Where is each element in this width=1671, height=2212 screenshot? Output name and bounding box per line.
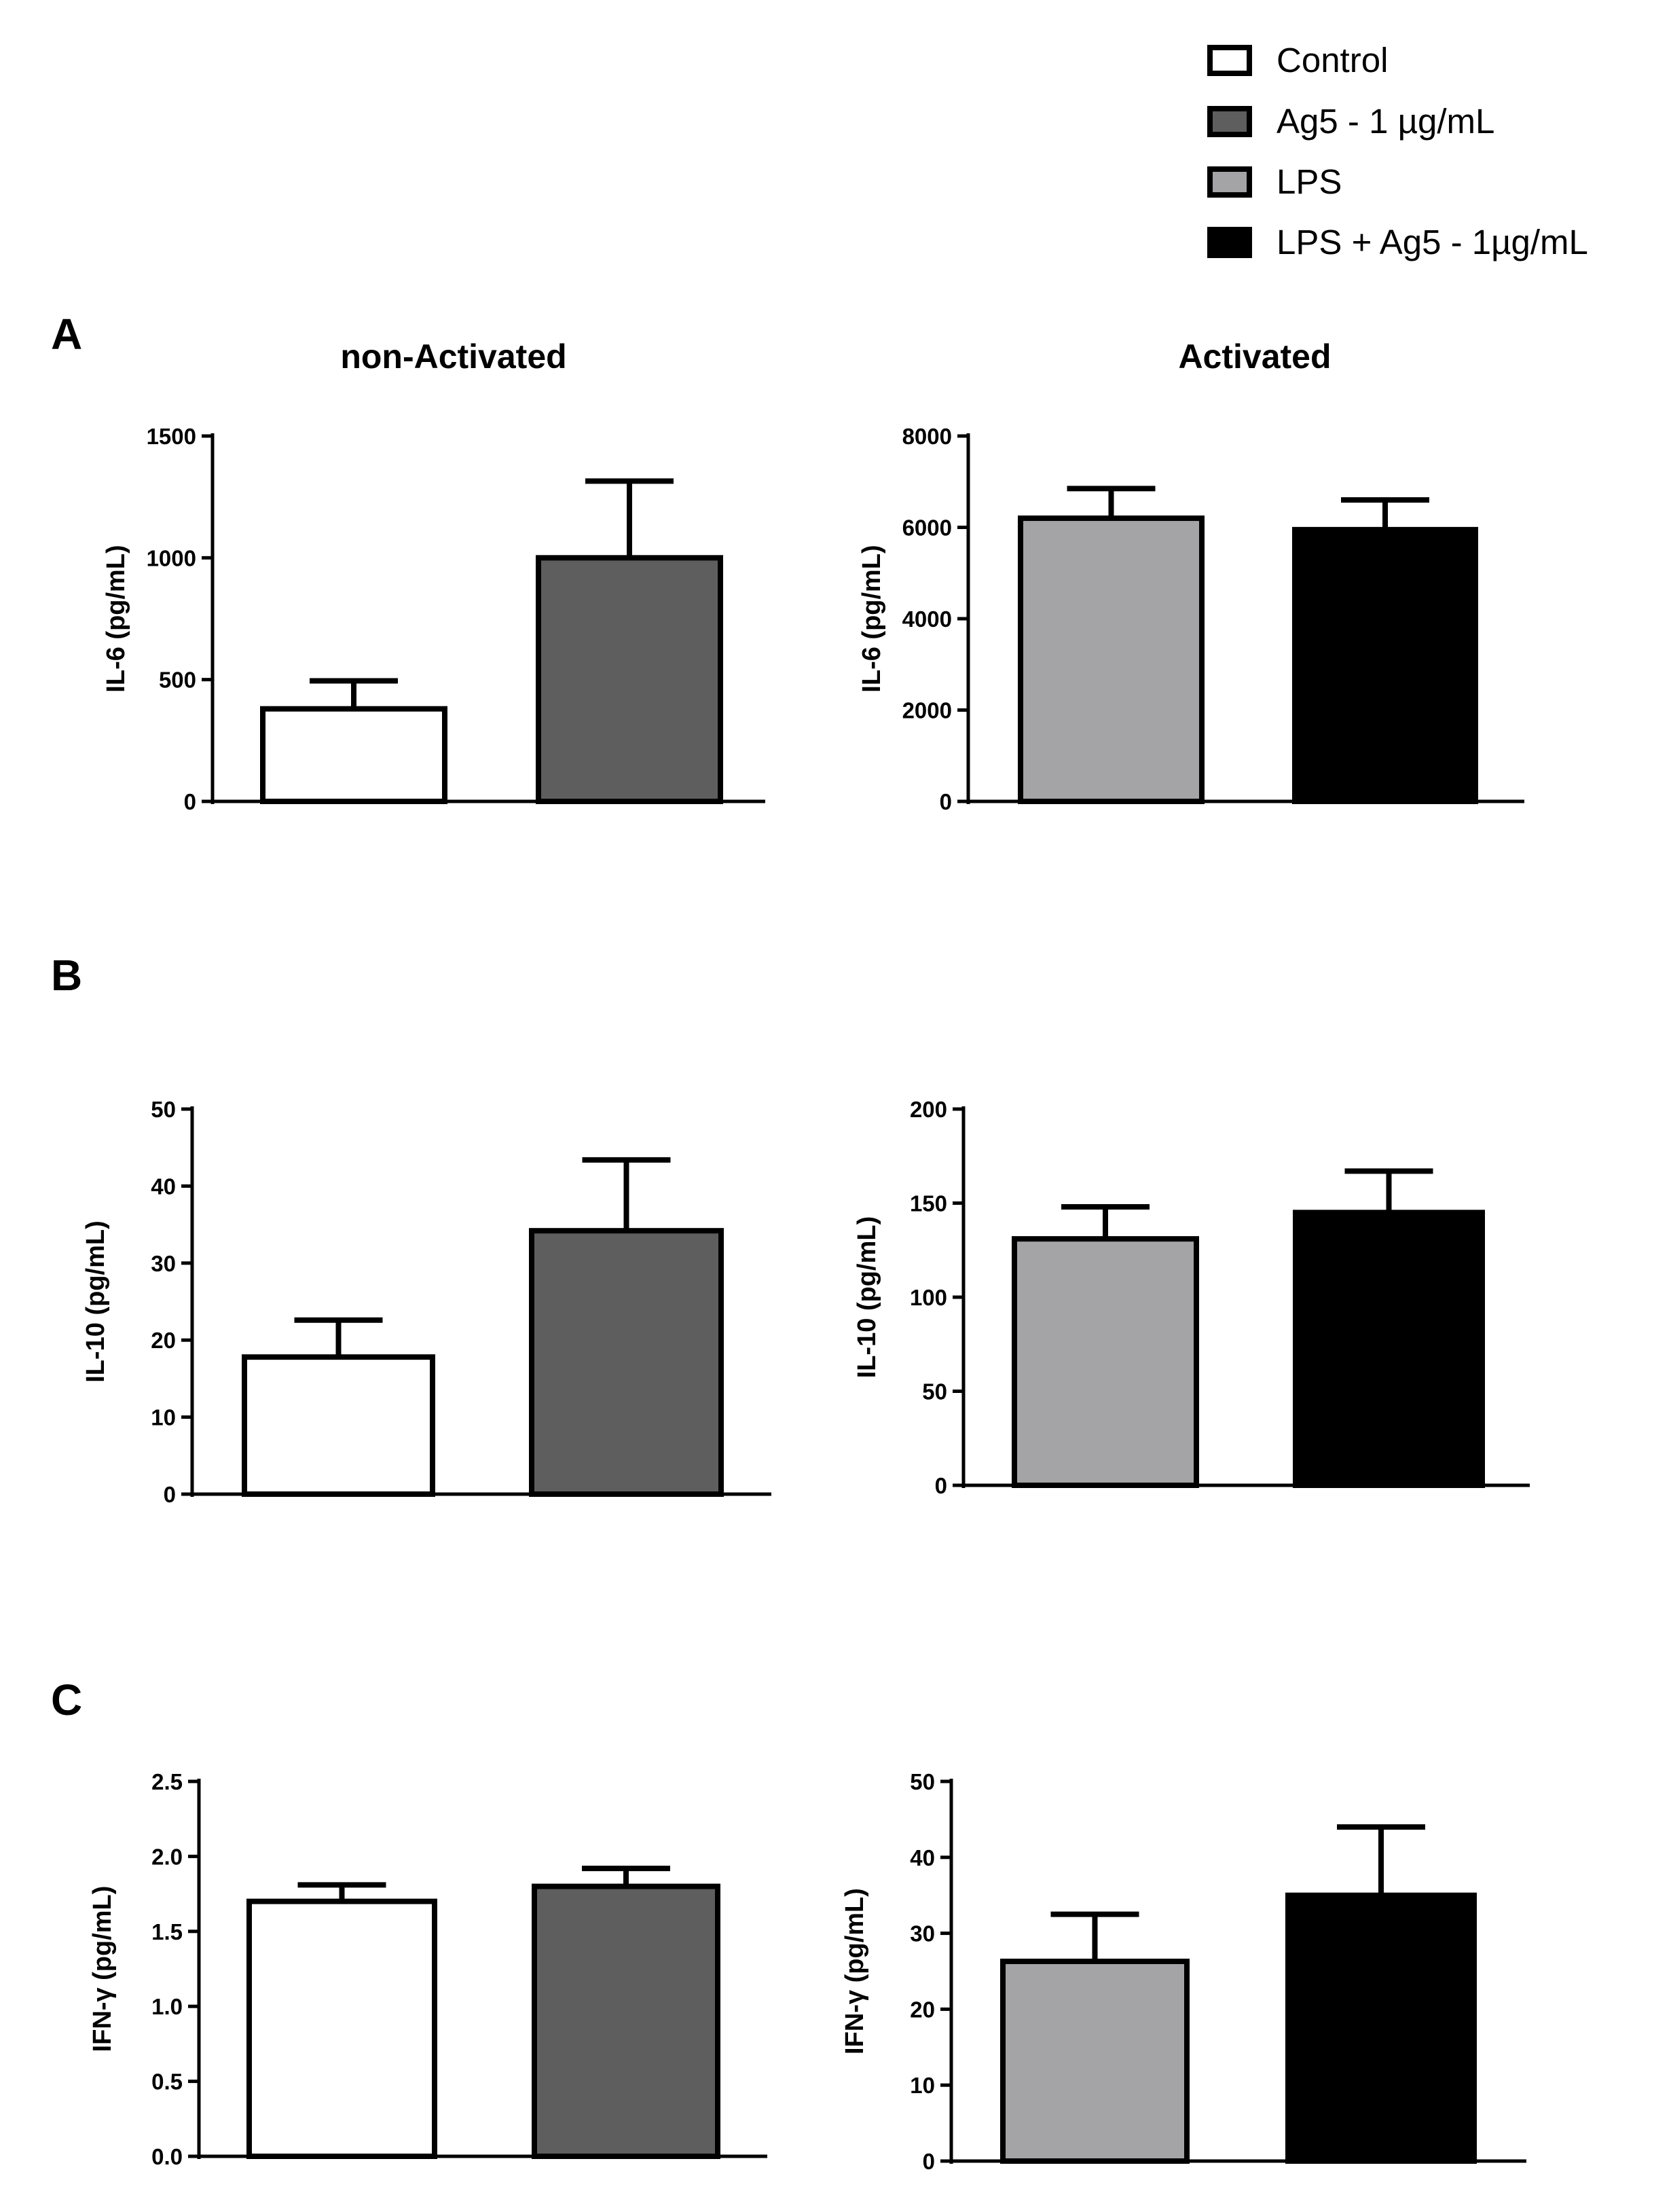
y-axis-label: IL-10 (pg/mL) [853,1216,881,1379]
y-tick-label: 30 [910,1921,935,1946]
y-axis-label: IL-6 (pg/mL) [858,545,886,692]
y-tick-label: 20 [151,1328,176,1353]
y-tick-label: 2.0 [151,1844,183,1869]
chart-il6-non-activated: 0 500 1000 1500 IL-6 (pg/mL) [102,424,765,814]
panel-letter-a: A [51,310,82,359]
y-tick-label: 1500 [147,424,196,449]
y-tick-label: 0.0 [151,2144,183,2169]
legend-swatch-ag5 [1207,106,1252,137]
y-tick-label: 200 [910,1097,947,1122]
y-tick-label: 0 [164,1482,176,1507]
y-tick-label: 1.5 [151,1919,183,1944]
legend-label-control: Control [1277,41,1388,79]
y-tick-label: 500 [159,668,196,693]
y-tick-label: 0 [935,1473,947,1498]
chart-ifng-activated: 0 10 20 30 40 50 IFN-γ (pg/mL) [841,1769,1526,2174]
legend-label-ag5: Ag5 - 1 µg/mL [1277,102,1494,141]
y-tick-label: 1000 [147,545,196,570]
y-tick-label: 10 [910,2073,935,2098]
legend-label-lps-ag5: LPS + Ag5 - 1µg/mL [1277,223,1588,261]
legend: Control Ag5 - 1 µg/mL LPS LPS + Ag5 - 1µ… [1207,41,1588,261]
y-tick-label: 100 [910,1285,947,1310]
chart-il10-non-activated: 0 10 20 30 40 50 IL-10 (pg/mL) [81,1097,771,1507]
y-tick-label: 50 [910,1769,935,1794]
y-tick-label: 50 [151,1097,176,1122]
y-tick-label: 1.0 [151,1994,183,2019]
y-axis-label: IFN-γ (pg/mL) [88,1886,117,2052]
column-title-activated: Activated [1178,338,1331,376]
y-tick-label: 0 [923,2149,935,2174]
bar [532,1883,720,2160]
y-tick-label: 6000 [902,515,952,541]
y-tick-label: 40 [151,1174,176,1199]
bar [246,1898,437,2159]
y-tick-label: 0 [184,789,196,814]
y-tick-label: 2.5 [151,1769,183,1794]
bar [260,706,447,804]
bar [242,1354,435,1497]
legend-label-lps: LPS [1277,162,1342,201]
chart-il6-activated: 0 2000 4000 6000 8000 IL-6 (pg/mL) [858,424,1524,814]
legend-swatch-control [1207,45,1252,76]
bar [1285,1892,1477,2164]
chart-il10-activated: 0 50 100 150 200 IL-10 (pg/mL) [853,1097,1530,1498]
bar [1018,515,1205,804]
y-tick-label: 0.5 [151,2069,183,2095]
y-axis-label: IL-6 (pg/mL) [102,545,130,692]
legend-swatch-lps [1207,166,1252,198]
legend-swatch-lps-ag5 [1207,227,1252,258]
y-tick-label: 20 [910,1997,935,2022]
y-tick-label: 30 [151,1251,176,1276]
y-tick-label: 4000 [902,606,952,632]
column-title-non-activated: non-Activated [340,338,566,376]
panel-letter-c: C [51,1675,82,1724]
y-tick-label: 10 [151,1405,176,1430]
y-tick-label: 50 [922,1379,947,1404]
y-axis-label: IL-10 (pg/mL) [81,1220,110,1383]
bar [1012,1236,1199,1488]
bar [1292,526,1478,804]
y-tick-label: 150 [910,1191,947,1216]
y-tick-label: 40 [910,1845,935,1870]
bar [1000,1958,1190,2164]
bar [536,555,723,804]
y-tick-label: 2000 [902,698,952,723]
bar [1293,1210,1485,1488]
chart-ifng-non-activated: 0.0 0.5 1.0 1.5 2.0 2.5 IFN-γ (pg/mL) [88,1769,767,2169]
bar [529,1228,724,1497]
y-tick-label: 0 [940,789,952,814]
y-axis-label: IFN-γ (pg/mL) [841,1888,869,2054]
y-tick-label: 8000 [902,424,952,449]
panel-letter-b: B [51,951,82,1000]
